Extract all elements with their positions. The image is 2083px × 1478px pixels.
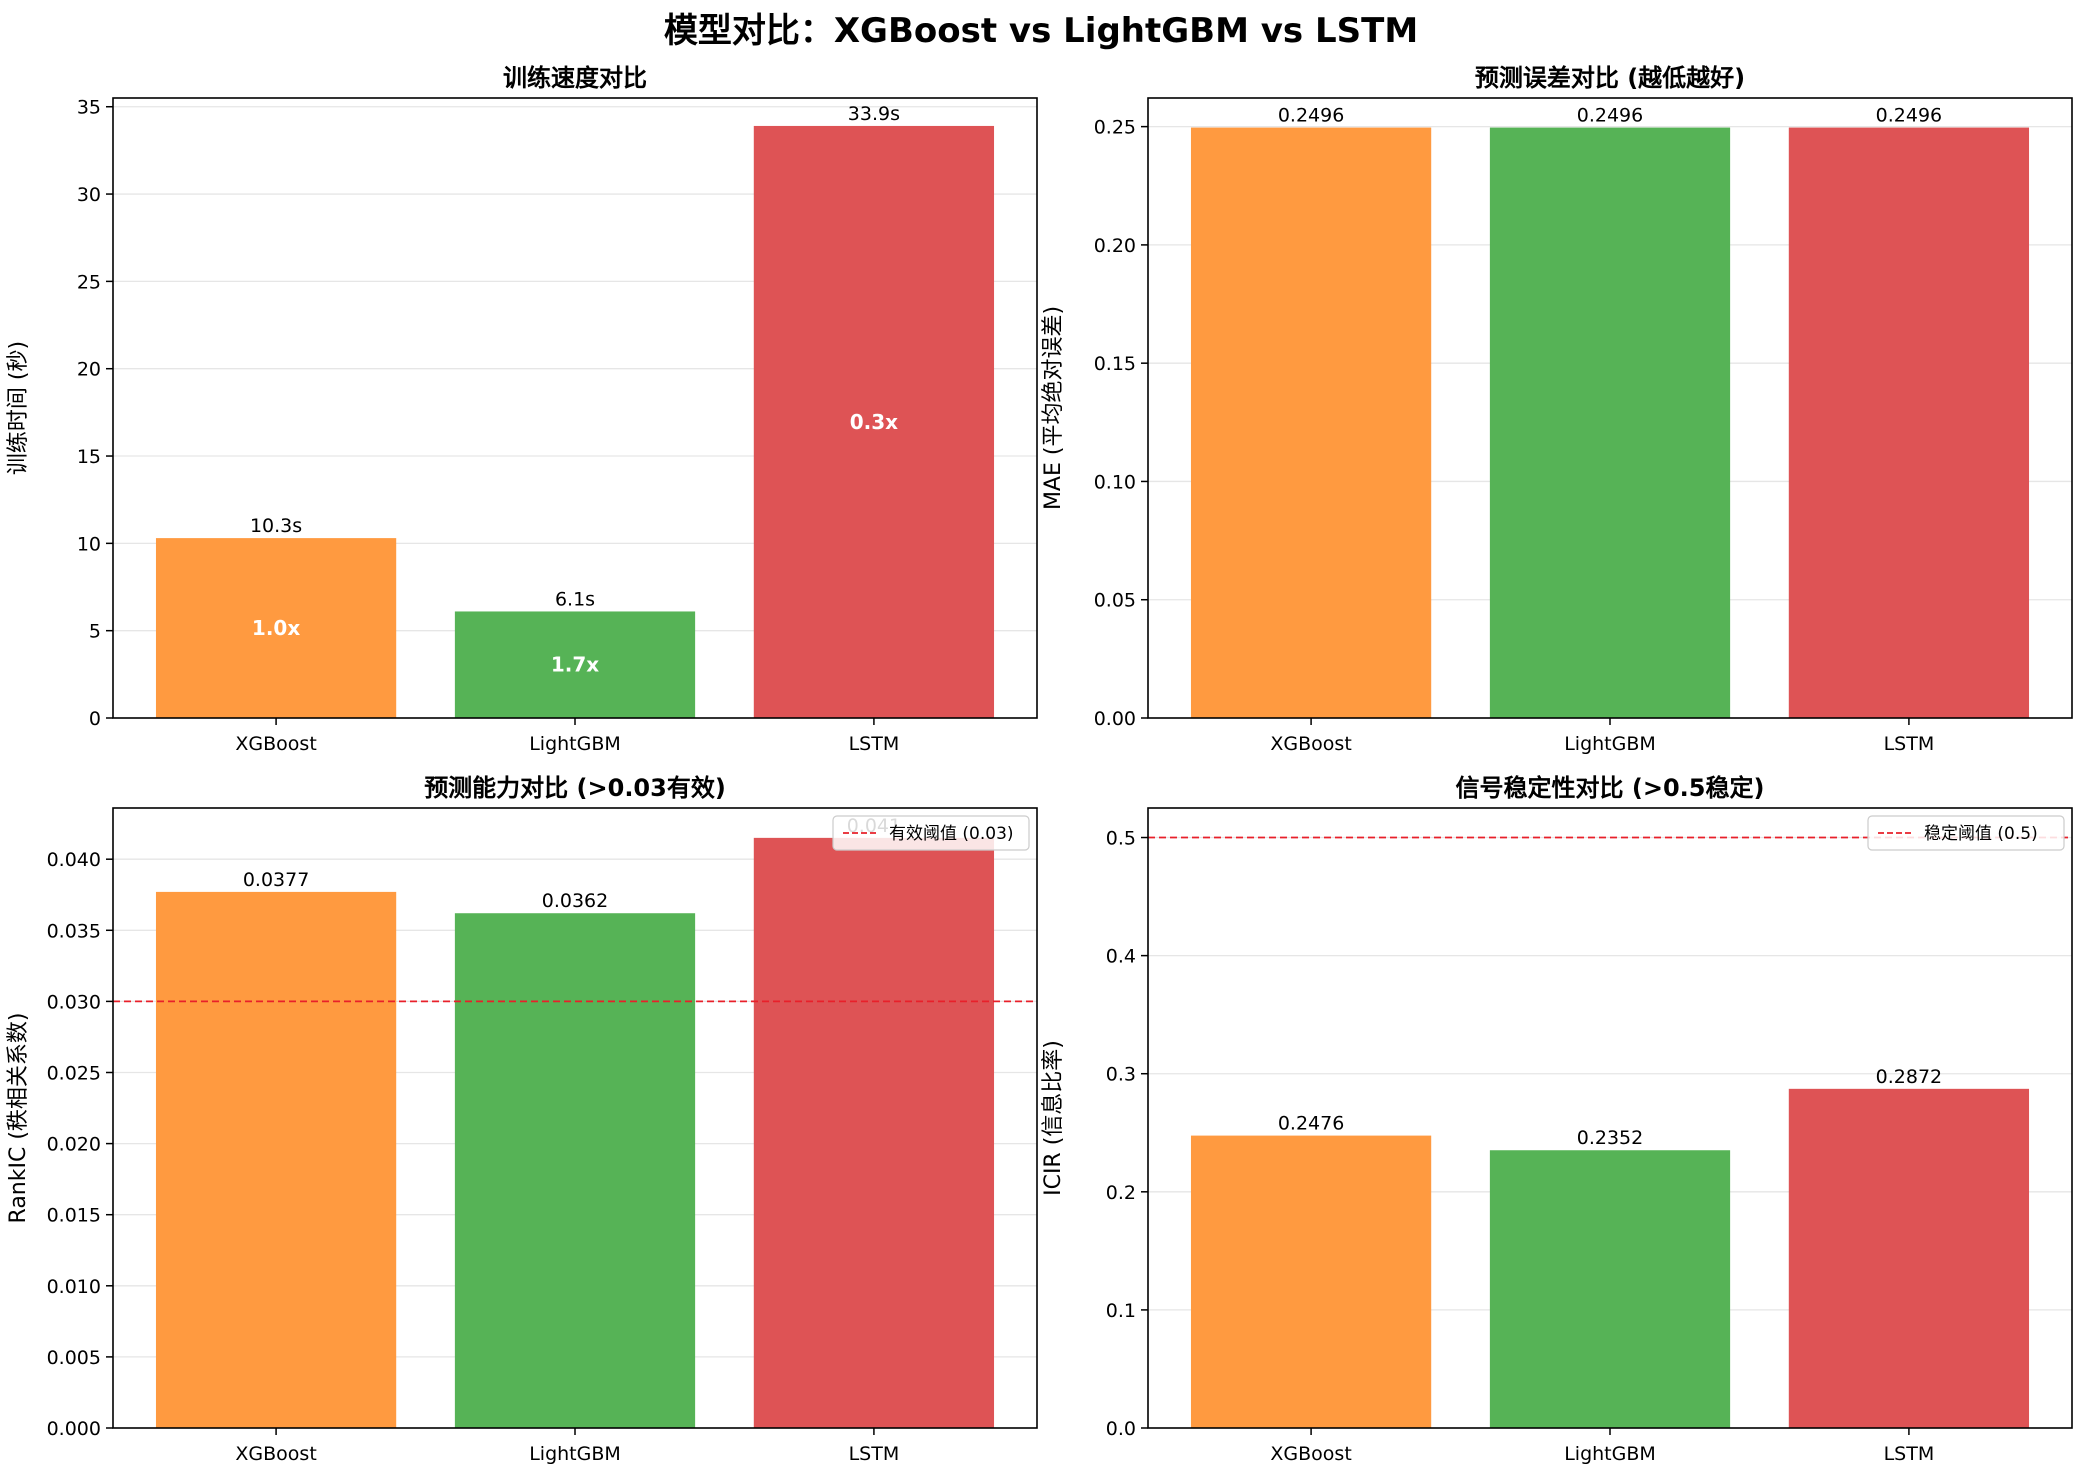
y-tick-label: 0.10 bbox=[1094, 471, 1136, 493]
y-tick-label: 0.030 bbox=[47, 991, 101, 1013]
y-tick-label: 0.020 bbox=[47, 1134, 101, 1156]
x-tick-label: LSTM bbox=[849, 733, 900, 755]
y-tick-label: 0.025 bbox=[47, 1062, 101, 1084]
y-tick-label: 35 bbox=[77, 97, 101, 119]
axes-frame bbox=[1147, 807, 2073, 1429]
y-tick-label: 0.20 bbox=[1094, 235, 1136, 257]
x-tick-label: LSTM bbox=[1884, 733, 1935, 755]
bar-value-label: 6.1s bbox=[555, 588, 595, 610]
y-tick-label: 0.035 bbox=[47, 920, 101, 942]
y-tick-label: 0.00 bbox=[1094, 708, 1136, 730]
legend-label: 有效阈值 (0.03) bbox=[889, 824, 1014, 844]
chart-title: 训练速度对比 bbox=[503, 64, 647, 92]
bar-lightgbm bbox=[1489, 127, 1731, 719]
chart-title: 预测能力对比 (>0.03有效) bbox=[424, 774, 726, 802]
bar-lstm bbox=[1788, 127, 2030, 719]
bar-value-label: 0.2352 bbox=[1577, 1127, 1643, 1149]
y-tick-label: 0.005 bbox=[47, 1347, 101, 1369]
y-tick-label: 10 bbox=[77, 533, 101, 555]
bar-xgboost bbox=[1190, 127, 1432, 719]
bar-speedup-label: 1.0x bbox=[252, 616, 300, 640]
bar-xgboost bbox=[155, 538, 397, 718]
legend-box bbox=[1867, 815, 2065, 851]
x-tick-label: XGBoost bbox=[1270, 1443, 1351, 1465]
bar-lightgbm bbox=[454, 611, 696, 718]
x-tick-label: LightGBM bbox=[529, 1443, 621, 1465]
y-tick-label: 0.040 bbox=[47, 849, 101, 871]
bar-value-label: 0.2496 bbox=[1876, 105, 1942, 127]
y-tick-label: 0.5 bbox=[1106, 828, 1136, 850]
y-tick-label: 15 bbox=[77, 446, 101, 468]
x-tick-label: LightGBM bbox=[1564, 733, 1656, 755]
bar-value-label: 0.0377 bbox=[243, 869, 309, 891]
y-axis-label: ICIR (信息比率) bbox=[1041, 1040, 1066, 1196]
y-tick-label: 0.3 bbox=[1106, 1064, 1136, 1086]
bar-lstm bbox=[753, 125, 995, 718]
y-axis-label: MAE (平均绝对误差) bbox=[1041, 306, 1066, 510]
y-tick-label: 5 bbox=[89, 621, 101, 643]
x-tick-label: XGBoost bbox=[235, 1443, 316, 1465]
y-tick-label: 30 bbox=[77, 184, 101, 206]
chart-panel-2: 预测误差对比 (越低越好) 0.00 0.05 0.10 0.15 0.20 0.25 MAE… bbox=[1041, 64, 2073, 755]
axes-frame bbox=[112, 807, 1038, 1429]
chart-panel-3: 预测能力对比 (>0.03有效) 0.000 0.005 0.010 0.015 0.02… bbox=[6, 774, 1038, 1465]
y-tick-label: 0.4 bbox=[1106, 946, 1136, 968]
axes-frame bbox=[112, 97, 1038, 719]
x-tick-label: XGBoost bbox=[1270, 733, 1351, 755]
y-tick-label: 0.010 bbox=[47, 1276, 101, 1298]
bar-value-label: 10.3s bbox=[250, 515, 302, 537]
y-tick-label: 0.000 bbox=[47, 1418, 101, 1440]
y-tick-label: 0.1 bbox=[1106, 1300, 1136, 1322]
bar-speedup-label: 0.3x bbox=[850, 410, 898, 434]
legend: 稳定阈值 (0.5) bbox=[1867, 815, 2065, 851]
legend-box bbox=[832, 815, 1030, 851]
chart-panels: 训练速度对比 0 5 10 15 20 25 30 35 训练时间 (秒) 10.3s 1.0x XGB… bbox=[6, 64, 2073, 1465]
bar-xgboost bbox=[1190, 1135, 1432, 1428]
bar-lstm bbox=[1788, 1088, 2030, 1428]
y-tick-label: 0.015 bbox=[47, 1205, 101, 1227]
bar-lightgbm bbox=[1489, 1150, 1731, 1428]
x-tick-label: LSTM bbox=[849, 1443, 900, 1465]
legend: 有效阈值 (0.03) bbox=[832, 815, 1030, 851]
chart-panel-4: 信号稳定性对比 (>0.5稳定) 0.0 0.1 0.2 0.3 0.4 0.5 ICIR (… bbox=[1041, 774, 2073, 1465]
y-tick-label: 0.15 bbox=[1094, 353, 1136, 375]
chart-title: 信号稳定性对比 (>0.5稳定) bbox=[1456, 774, 1765, 802]
y-tick-label: 0 bbox=[89, 708, 101, 730]
y-tick-label: 20 bbox=[77, 359, 101, 381]
bar-lstm bbox=[753, 837, 995, 1428]
bar-xgboost bbox=[155, 891, 397, 1428]
bar-value-label: 0.2872 bbox=[1876, 1066, 1942, 1088]
x-tick-label: LSTM bbox=[1884, 1443, 1935, 1465]
y-tick-label: 25 bbox=[77, 271, 101, 293]
bar-lightgbm bbox=[454, 913, 696, 1428]
x-tick-label: XGBoost bbox=[235, 733, 316, 755]
chart-title: 预测误差对比 (越低越好) bbox=[1475, 64, 1745, 92]
y-tick-label: 0.0 bbox=[1106, 1418, 1136, 1440]
y-axis-label: RankIC (秩相关系数) bbox=[6, 1013, 31, 1224]
bar-value-label: 33.9s bbox=[848, 103, 900, 125]
y-axis-label: 训练时间 (秒) bbox=[6, 341, 31, 475]
x-tick-label: LightGBM bbox=[1564, 1443, 1656, 1465]
x-tick-label: LightGBM bbox=[529, 733, 621, 755]
legend-label: 稳定阈值 (0.5) bbox=[1924, 824, 2038, 844]
y-tick-label: 0.05 bbox=[1094, 590, 1136, 612]
figure-title: 模型对比：XGBoost vs LightGBM vs LSTM bbox=[664, 11, 1418, 51]
bar-value-label: 0.2476 bbox=[1278, 1113, 1344, 1135]
y-tick-label: 0.2 bbox=[1106, 1182, 1136, 1204]
bar-value-label: 0.2496 bbox=[1577, 105, 1643, 127]
bar-value-label: 0.2496 bbox=[1278, 105, 1344, 127]
bar-value-label: 0.0362 bbox=[542, 890, 608, 912]
y-tick-label: 0.25 bbox=[1094, 117, 1136, 139]
axes-frame bbox=[1147, 97, 2073, 719]
chart-panel-1: 训练速度对比 0 5 10 15 20 25 30 35 训练时间 (秒) 10.3s 1.0x XGB… bbox=[6, 64, 1038, 755]
bar-speedup-label: 1.7x bbox=[551, 653, 599, 677]
